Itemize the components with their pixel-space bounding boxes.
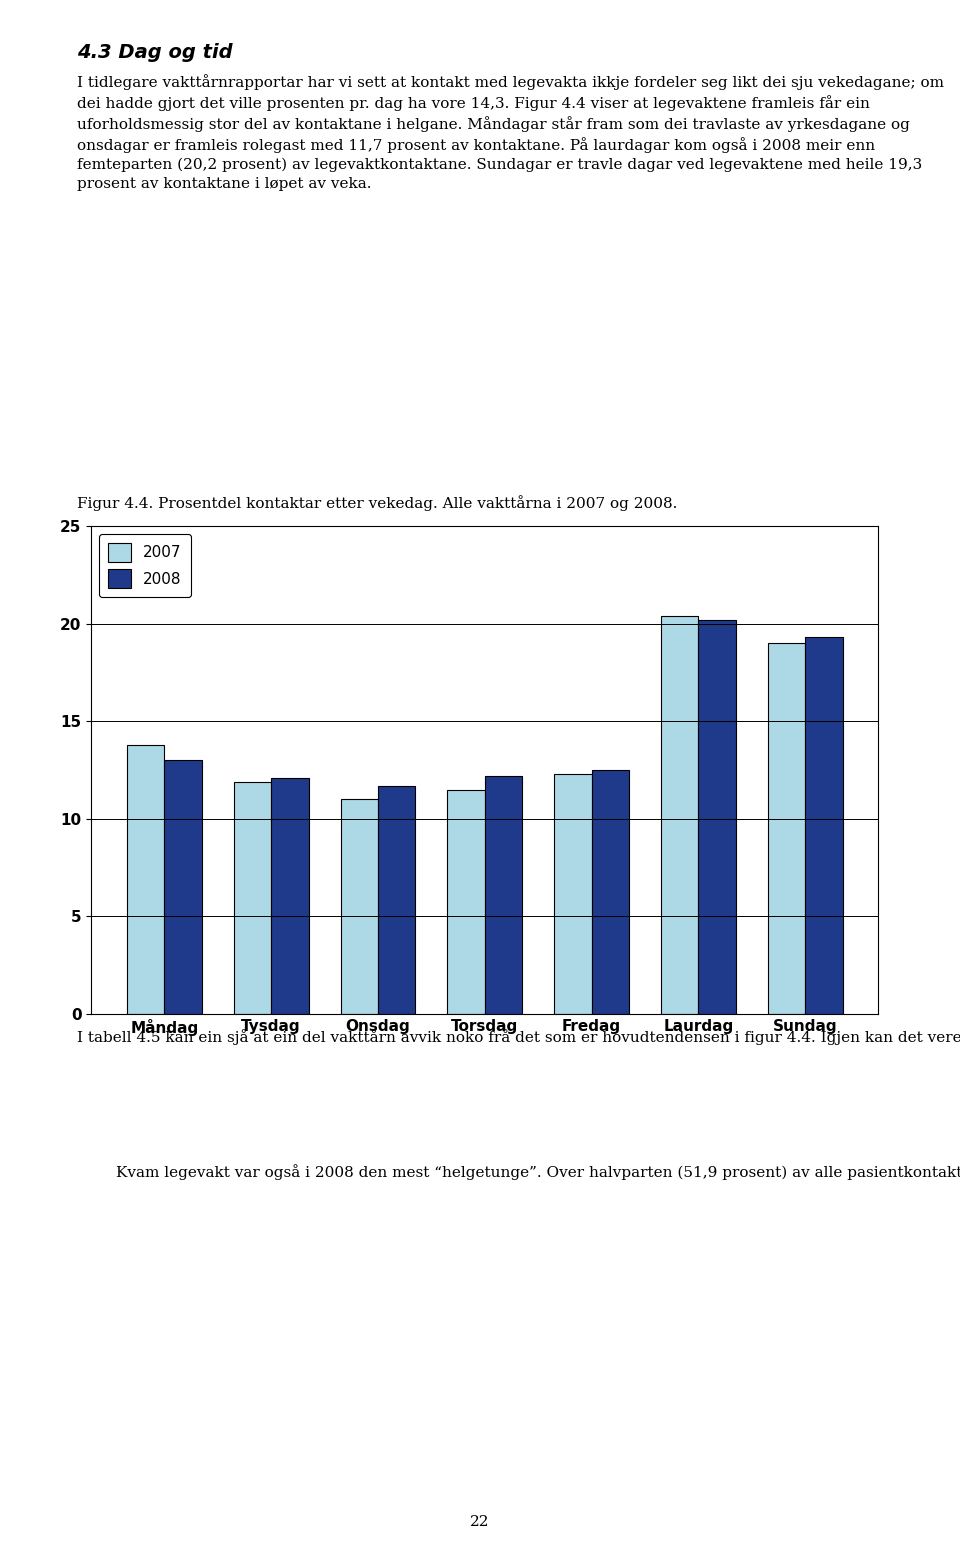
Bar <box>699 619 735 1014</box>
Bar <box>447 789 485 1014</box>
Bar <box>127 745 164 1014</box>
Text: 4.3 Dag og tid: 4.3 Dag og tid <box>77 43 232 62</box>
Bar <box>271 779 308 1014</box>
Bar <box>378 786 416 1014</box>
Bar <box>554 774 591 1014</box>
Text: Figur 4.4. Prosentdel kontaktar etter vekedag. Alle vakttårna i 2007 og 2008.: Figur 4.4. Prosentdel kontaktar etter ve… <box>77 495 677 511</box>
Text: I tabell 4.5 kan ein sjå at ein del vakttårn avvik noko frå det som er hovudtend: I tabell 4.5 kan ein sjå at ein del vakt… <box>77 1029 960 1045</box>
Legend: 2007, 2008: 2007, 2008 <box>99 534 191 598</box>
Text: I tidlegare vakttårnrapportar har vi sett at kontakt med legevakta ikkje fordele: I tidlegare vakttårnrapportar har vi set… <box>77 74 944 190</box>
Bar <box>485 776 522 1014</box>
Bar <box>234 782 271 1014</box>
Bar <box>164 760 202 1014</box>
Bar <box>341 799 378 1014</box>
Bar <box>591 771 629 1014</box>
Bar <box>768 644 805 1014</box>
Bar <box>805 638 843 1014</box>
Text: 22: 22 <box>470 1515 490 1529</box>
Bar <box>661 616 699 1014</box>
Text: Kvam legevakt var også i 2008 den mest “helgetunge”. Over halvparten (51,9 prose: Kvam legevakt var også i 2008 den mest “… <box>77 1164 960 1180</box>
